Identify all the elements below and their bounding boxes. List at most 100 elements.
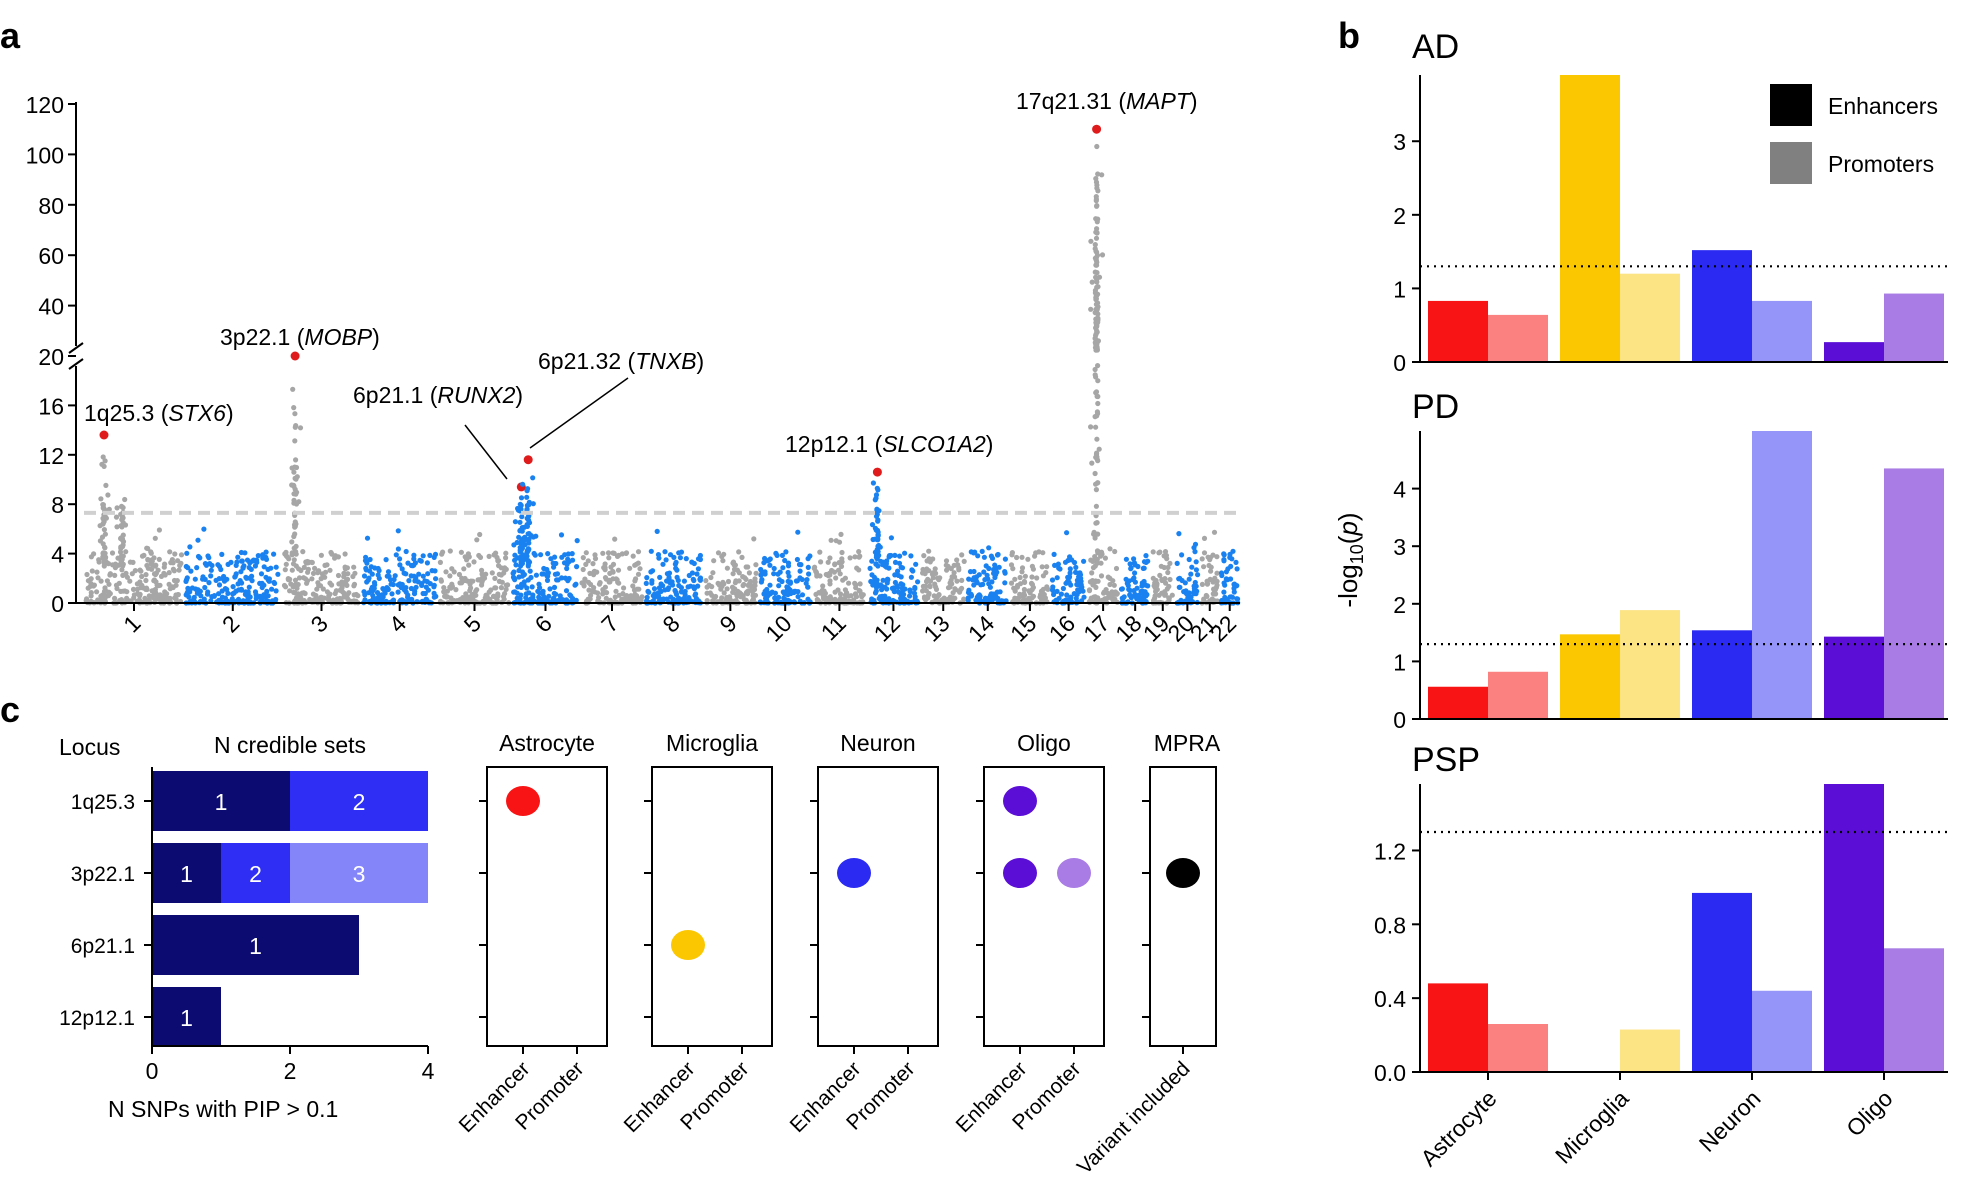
snp-point	[574, 538, 580, 544]
snp-point	[718, 586, 724, 592]
snp-point	[1093, 503, 1099, 509]
snp-point	[1177, 584, 1183, 590]
bar-promoter-microglia	[1620, 273, 1680, 362]
snp-point	[779, 578, 785, 585]
snp-point	[385, 569, 392, 575]
snp-point	[875, 549, 881, 555]
snp-point	[633, 576, 639, 582]
snp-point	[416, 571, 422, 577]
credible-sets-title: N credible sets	[214, 732, 366, 758]
chromosome-points-17	[1086, 529, 1120, 606]
snp-point	[767, 582, 773, 588]
annotation-mobp: 3p22.1 (MOBP)	[220, 324, 380, 350]
snp-point	[501, 570, 507, 576]
snp-point	[1151, 597, 1157, 604]
snp-point	[292, 582, 298, 588]
column-label: Variant included	[1073, 1057, 1195, 1179]
lead-snp	[523, 455, 533, 465]
snp-point	[173, 582, 179, 588]
snp-point	[327, 567, 333, 573]
snp-point	[351, 592, 357, 598]
snp-point	[635, 560, 641, 566]
snp-point	[1051, 591, 1057, 598]
snp-point	[748, 578, 754, 585]
snp-point	[752, 579, 758, 585]
snp-point	[1095, 550, 1101, 556]
overlap-panel-frame	[817, 766, 939, 1047]
snp-point	[192, 576, 198, 582]
snp-point	[1038, 588, 1045, 594]
category-label: Astrocyte	[1415, 1085, 1501, 1171]
snp-point	[1040, 550, 1046, 556]
snp-point	[431, 584, 437, 590]
snp-point	[1086, 587, 1093, 593]
snp-point	[761, 591, 767, 597]
snp-point	[1207, 576, 1213, 583]
snp-point	[1107, 546, 1113, 552]
snp-point	[1093, 229, 1099, 235]
snp-point	[335, 572, 342, 579]
snp-point	[247, 594, 253, 600]
snp-point	[633, 594, 639, 600]
snp-point	[1093, 254, 1099, 261]
credible-sets-xlabel: N SNPs with PIP > 0.1	[108, 1096, 338, 1122]
snp-point	[97, 523, 103, 529]
snp-point	[102, 585, 108, 591]
panel-title: PSP	[1412, 741, 1480, 779]
snp-point	[1088, 306, 1094, 312]
snp-point	[294, 474, 300, 480]
snp-point	[867, 565, 873, 572]
snp-point	[492, 585, 498, 591]
snp-point	[753, 570, 759, 576]
snp-point	[693, 595, 700, 602]
snp-point	[107, 591, 113, 597]
snp-point	[1199, 581, 1205, 588]
snp-point	[177, 562, 183, 569]
snp-point	[263, 556, 270, 563]
snp-point	[780, 565, 786, 571]
snp-point	[202, 576, 208, 583]
x-tick-label: 0	[146, 1058, 159, 1084]
snp-point	[832, 589, 838, 595]
snp-point	[799, 576, 805, 583]
snp-point	[249, 558, 255, 564]
snp-point	[124, 574, 130, 580]
snp-point	[395, 528, 401, 534]
snp-point	[257, 593, 263, 600]
snp-point	[872, 536, 878, 542]
snp-point	[715, 580, 721, 587]
bar-promoter-neuron	[1752, 431, 1812, 719]
snp-point	[619, 551, 625, 557]
y-tick-label: 3	[1393, 129, 1406, 155]
snp-point	[316, 568, 322, 574]
snp-point	[945, 596, 951, 603]
snp-point	[899, 585, 905, 591]
snp-point	[525, 558, 531, 564]
snp-point	[908, 574, 915, 580]
snp-point	[127, 559, 133, 565]
chromosome-label: 22	[1205, 610, 1241, 646]
ylabel-arg: p	[1333, 521, 1363, 536]
snp-point	[945, 563, 951, 569]
snp-point	[1094, 182, 1100, 188]
snp-point	[167, 549, 173, 555]
snp-point	[466, 597, 472, 603]
snp-point	[444, 588, 450, 594]
snp-point	[885, 577, 891, 583]
peak-column-chr1	[97, 430, 112, 569]
snp-point	[1039, 564, 1045, 570]
snp-point	[471, 593, 477, 599]
snp-point	[820, 594, 827, 600]
snp-point	[630, 553, 636, 559]
snp-point	[1029, 587, 1035, 593]
snp-point	[384, 573, 390, 579]
snp-point	[636, 586, 642, 592]
snp-point	[389, 591, 395, 597]
credible-set-label: 1	[249, 933, 262, 959]
snp-point	[839, 556, 845, 562]
snp-point	[949, 574, 955, 580]
snp-point	[616, 580, 622, 586]
snp-point	[1014, 554, 1020, 561]
snp-point	[406, 578, 412, 584]
snp-point	[986, 545, 992, 551]
